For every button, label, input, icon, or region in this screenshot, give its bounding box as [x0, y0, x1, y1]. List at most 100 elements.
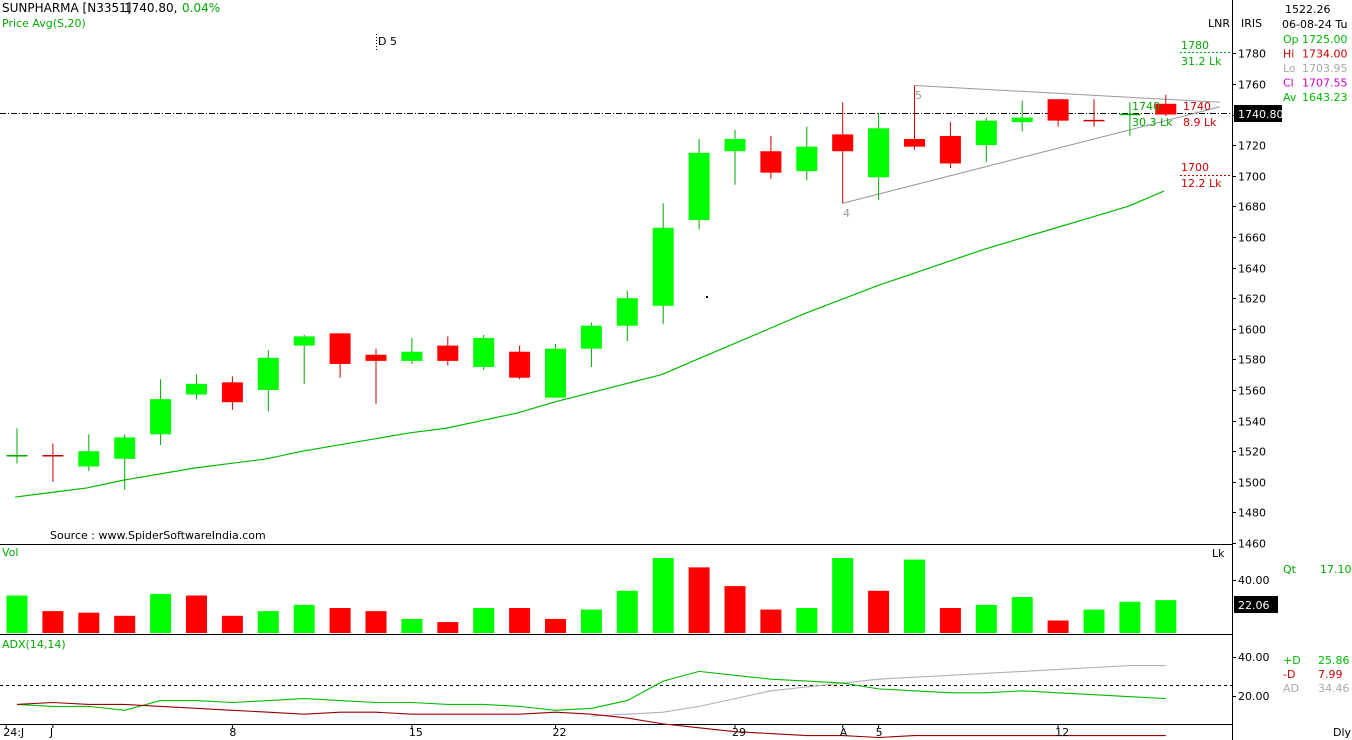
info-row-label: Lo	[1283, 62, 1296, 75]
volume-bar	[760, 609, 782, 633]
candle[interactable]	[760, 135, 782, 179]
level-1740-left: 1740	[1132, 100, 1160, 113]
candle[interactable]	[545, 344, 566, 398]
period-label[interactable]: Dly	[1333, 726, 1352, 739]
candle[interactable]	[724, 129, 746, 185]
lower-trendline	[842, 106, 1220, 204]
adx-row-value: 25.86	[1318, 654, 1350, 667]
price-y-axis: 1460 1480 1500 1520 1540 1560 1580 1600 1620 1640…	[1232, 48, 1266, 551]
volume-label: Vol	[2, 546, 18, 559]
info-row-value: 1725.00	[1302, 33, 1348, 46]
volume-bar	[1047, 620, 1069, 633]
symbol-label: SUNPHARMA [N3351]	[2, 1, 131, 15]
volume-bar	[114, 615, 136, 633]
volume-box: 22.06	[1234, 596, 1278, 613]
candle[interactable]	[580, 322, 602, 368]
candle[interactable]	[365, 348, 387, 404]
info-panel: 1522.26 06-08-24 Tu Op 1725.00 Hi 1734.00 Lo…	[1282, 3, 1348, 104]
candle-body	[832, 134, 854, 152]
adx-tick-20: 20.00	[1238, 690, 1270, 703]
x-tick-label: 22	[553, 726, 567, 739]
volume-bar	[580, 609, 602, 633]
info-row-value: 1703.95	[1302, 62, 1348, 75]
info-row-label: Av	[1283, 91, 1297, 104]
candle-body	[329, 333, 351, 364]
adx-label: ADX(14,14)	[2, 638, 66, 651]
candle[interactable]	[796, 126, 818, 181]
lnr-label[interactable]: LNR	[1208, 17, 1230, 30]
candle[interactable]	[114, 434, 136, 490]
adx-values: +D 25.86 -D 7.99 AD 34.46	[1283, 654, 1350, 695]
candle[interactable]	[616, 290, 638, 342]
price-tick-label: 1500	[1238, 477, 1266, 490]
candle-body	[868, 128, 890, 178]
volume-unit: Lk	[1212, 547, 1225, 560]
candle[interactable]	[1119, 102, 1141, 136]
x-tick-label: 5	[876, 726, 883, 739]
candle[interactable]	[1155, 94, 1177, 117]
candle[interactable]	[293, 334, 315, 384]
volume-at-1780: 31.2 Lk	[1181, 55, 1222, 68]
plus-di-line	[16, 670, 1166, 711]
volume-bar	[939, 608, 961, 633]
x-tick-label: J	[49, 726, 53, 739]
volume-bar	[150, 593, 172, 633]
price-tick-label: 1600	[1238, 324, 1266, 337]
candle[interactable]	[688, 139, 710, 230]
candle[interactable]	[1047, 99, 1069, 127]
x-tick-label: 15	[409, 726, 423, 739]
candle[interactable]	[832, 102, 854, 204]
candle[interactable]	[221, 376, 243, 410]
candle[interactable]	[186, 374, 207, 400]
price-tick-label: 1760	[1238, 79, 1266, 92]
volume-bar	[796, 608, 818, 633]
candle[interactable]	[509, 345, 531, 380]
candle-body	[688, 152, 710, 221]
price-tick-label: 1720	[1238, 140, 1266, 153]
candle-body	[760, 151, 782, 173]
volume-1740-right: 8.9 Lk	[1183, 116, 1217, 129]
moving-average-layer	[15, 190, 1165, 498]
panel-frames	[0, 0, 1233, 740]
candle[interactable]	[437, 336, 459, 366]
candle[interactable]	[975, 117, 997, 162]
volume-bar	[616, 590, 638, 633]
candle-body	[78, 451, 100, 467]
last-price: 1740.80,	[124, 1, 177, 15]
candle[interactable]	[42, 443, 64, 482]
iris-label[interactable]: IRIS	[1241, 17, 1262, 30]
price-tick-label: 1460	[1238, 538, 1266, 551]
candle[interactable]	[868, 112, 890, 201]
x-tick-label: A	[840, 726, 848, 739]
volume-bar	[904, 559, 925, 633]
candle-body	[114, 437, 136, 459]
candle[interactable]	[473, 334, 495, 371]
candle-body	[580, 325, 602, 349]
candle-body	[365, 354, 387, 361]
info-row-value: 1643.23	[1302, 91, 1348, 104]
volume-bar	[186, 595, 207, 633]
candle[interactable]	[6, 428, 28, 464]
candle[interactable]	[150, 379, 172, 446]
candle[interactable]	[78, 434, 100, 472]
candle[interactable]	[904, 85, 925, 150]
volume-bar	[1011, 597, 1033, 633]
candle-body	[1011, 117, 1033, 123]
candle[interactable]	[652, 203, 674, 325]
candle-body	[1155, 103, 1177, 115]
info-row-label: Op	[1283, 33, 1299, 46]
price-box: 1740.80	[1234, 105, 1284, 122]
candle[interactable]	[1083, 99, 1105, 127]
candle[interactable]	[1011, 100, 1033, 132]
candle[interactable]	[257, 350, 279, 412]
candle[interactable]	[939, 122, 961, 169]
info-value-top: 1522.26	[1285, 3, 1331, 16]
volume-bar	[688, 567, 710, 633]
volume-bar	[1119, 601, 1141, 633]
level-1700: 1700	[1181, 161, 1209, 174]
volume-bar	[545, 618, 566, 633]
candle[interactable]	[401, 337, 423, 364]
candle[interactable]	[329, 333, 351, 378]
x-tick-label: 8	[229, 726, 236, 739]
volume-bar	[365, 611, 387, 633]
